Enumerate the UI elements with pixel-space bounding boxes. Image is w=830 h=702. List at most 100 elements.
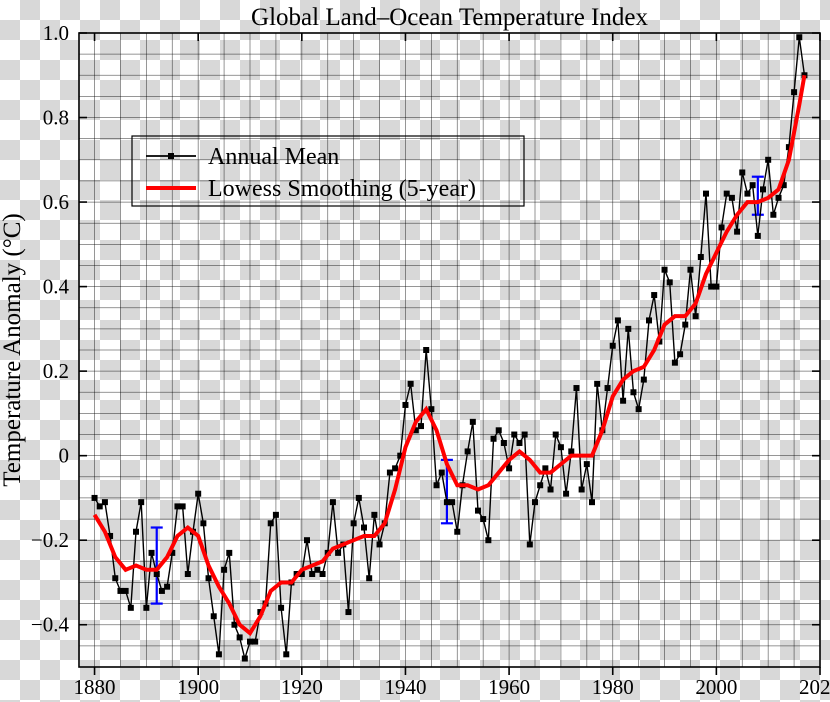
annual-marker [667,280,672,285]
y-tick-label: 0.6 [43,190,69,214]
annual-marker [393,466,398,471]
annual-marker [320,572,325,577]
annual-marker [284,652,289,657]
annual-marker [590,500,595,505]
annual-marker [605,386,610,391]
annual-marker [719,225,724,230]
annual-marker [481,517,486,522]
annual-marker [403,402,408,407]
annual-marker [242,656,247,661]
annual-marker [336,550,341,555]
temperature-chart: 18801900192019401960198020002020−0.4−0.2… [0,0,830,702]
annual-marker [429,407,434,412]
annual-marker [704,191,709,196]
annual-marker [123,588,128,593]
annual-marker [424,348,429,353]
annual-marker [165,584,170,589]
annual-marker [268,521,273,526]
annual-marker [512,432,517,437]
annual-marker [159,588,164,593]
annual-marker [776,195,781,200]
annual-marker [507,466,512,471]
annual-marker [315,567,320,572]
annual-marker [792,90,797,95]
chart-viewport: 18801900192019401960198020002020−0.4−0.2… [0,0,830,702]
annual-marker [761,187,766,192]
chart-title: Global Land–Ocean Temperature Index [251,4,648,31]
annual-marker [134,529,139,534]
annual-marker [755,233,760,238]
annual-marker [222,567,227,572]
annual-marker [724,191,729,196]
annual-marker [688,267,693,272]
annual-marker [641,377,646,382]
annual-marker [636,407,641,412]
annual-marker [92,495,97,500]
annual-marker [517,440,522,445]
lowess-line [95,75,805,633]
annual-marker [408,381,413,386]
annual-marker [196,491,201,496]
annual-marker [714,284,719,289]
annual-marker [248,639,253,644]
annual-marker [356,495,361,500]
annual-marker [797,35,802,40]
y-tick-label: 0.2 [43,359,69,383]
annual-marker [362,525,367,530]
y-tick-label: 0.8 [43,106,69,130]
annual-marker [626,326,631,331]
annual-marker [476,508,481,513]
annual-marker [771,212,776,217]
annual-mean-line [95,37,805,658]
x-tick-label: 2020 [799,675,830,699]
annual-marker [154,572,159,577]
annual-marker [351,521,356,526]
annual-marker [227,550,232,555]
annual-marker [527,542,532,547]
annual-marker [279,605,284,610]
annual-marker [113,576,118,581]
annual-marker [439,470,444,475]
annual-marker [346,610,351,615]
annual-marker [305,538,310,543]
annual-marker [310,572,315,577]
annual-marker [678,352,683,357]
annual-marker [621,398,626,403]
annual-marker [595,381,600,386]
x-tick-label: 1940 [384,675,426,699]
annual-marker [118,588,123,593]
annual-marker [615,318,620,323]
annual-marker [579,487,584,492]
annual-marker [709,284,714,289]
annual-marker [465,449,470,454]
annual-marker [610,343,615,348]
annual-marker [97,504,102,509]
annual-marker [232,622,237,627]
x-tick-label: 1980 [592,675,634,699]
annual-marker [584,462,589,467]
y-tick-label: −0.4 [31,613,70,637]
annual-marker [419,424,424,429]
annual-marker [367,576,372,581]
annual-marker [139,500,144,505]
annual-marker [745,191,750,196]
annual-marker [455,529,460,534]
annual-marker [729,195,734,200]
annual-marker [683,322,688,327]
annual-marker [175,504,180,509]
annual-marker [548,487,553,492]
y-axis-label: Temperature Anomaly (°C) [0,213,26,486]
annual-marker [102,500,107,505]
annual-marker [652,293,657,298]
annual-marker [750,183,755,188]
annual-marker [144,605,149,610]
annual-marker [538,483,543,488]
annual-marker [740,170,745,175]
y-tick-label: 0.4 [43,275,70,299]
annual-marker [501,440,506,445]
annual-marker [237,635,242,640]
annual-marker [647,318,652,323]
annual-marker [693,314,698,319]
annual-marker [434,483,439,488]
annual-marker [211,614,216,619]
